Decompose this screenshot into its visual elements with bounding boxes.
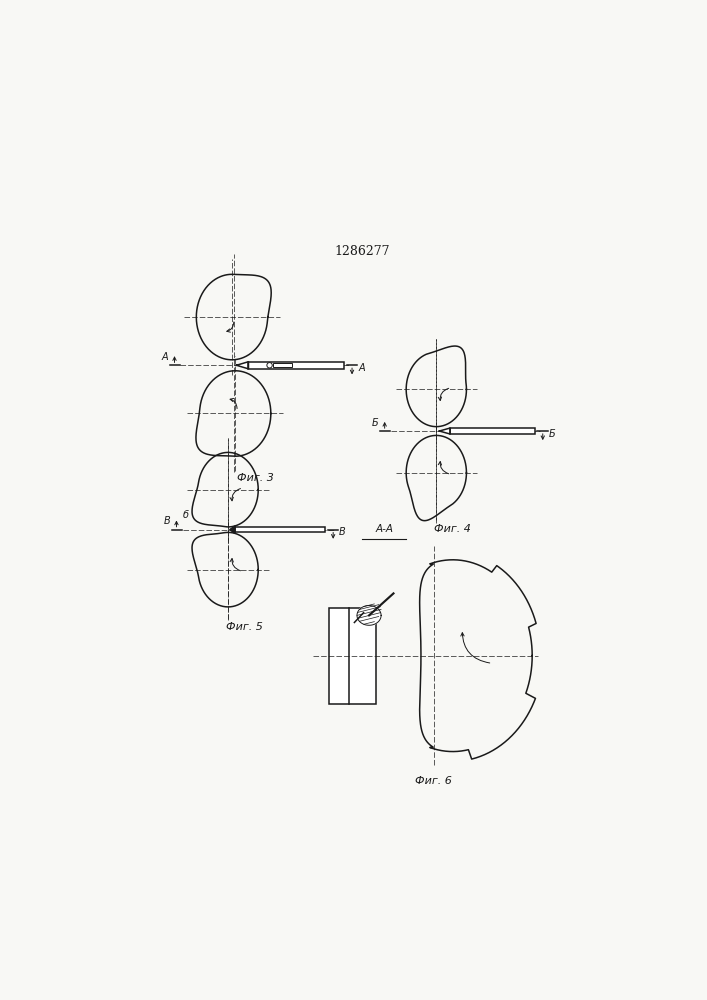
Text: В: В — [339, 527, 346, 537]
Text: Фиг. 3: Фиг. 3 — [237, 473, 274, 483]
Polygon shape — [439, 428, 450, 434]
Bar — [450, 428, 535, 434]
Circle shape — [267, 363, 272, 368]
Text: Б: Б — [549, 429, 556, 439]
Bar — [248, 362, 344, 369]
Text: В: В — [164, 516, 170, 526]
Bar — [329, 608, 376, 704]
Text: 1286277: 1286277 — [334, 245, 390, 258]
Bar — [273, 363, 292, 367]
Text: Фиг. 4: Фиг. 4 — [434, 524, 471, 534]
Text: A: A — [358, 363, 365, 373]
Text: Фиг. 5: Фиг. 5 — [226, 622, 263, 632]
Text: A: A — [162, 352, 168, 362]
Polygon shape — [357, 606, 381, 625]
Polygon shape — [230, 526, 235, 533]
Polygon shape — [236, 362, 248, 369]
Text: Б: Б — [372, 418, 379, 428]
Text: Фиг. 6: Фиг. 6 — [415, 776, 452, 786]
Bar — [235, 527, 325, 532]
Text: б: б — [183, 510, 189, 520]
Text: А-А: А-А — [375, 524, 393, 534]
